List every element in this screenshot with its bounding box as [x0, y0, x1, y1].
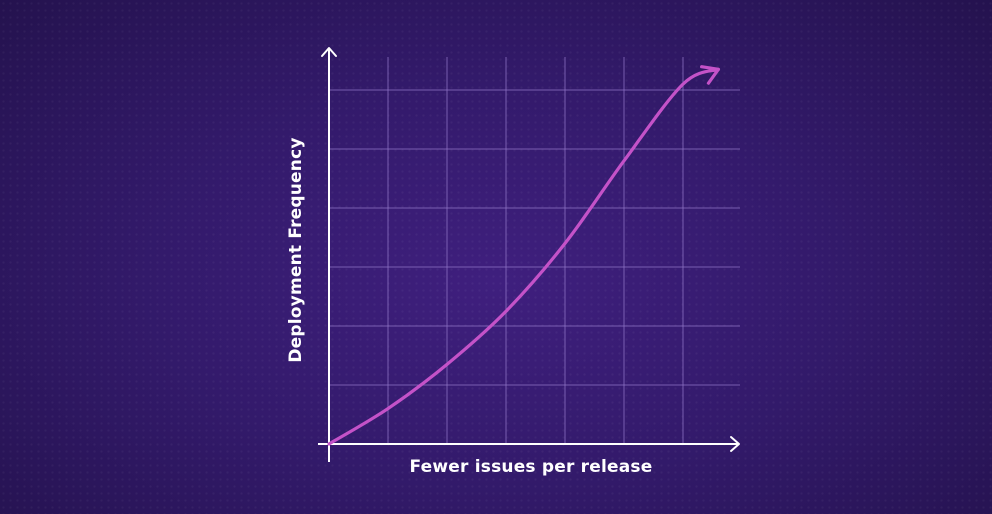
- y-axis-label: Deployment Frequency: [286, 137, 306, 363]
- x-axis-label: Fewer issues per release: [409, 457, 653, 477]
- chart-series: [327, 65, 721, 446]
- chart-axes: [318, 47, 740, 462]
- y-axis-arrowhead: [321, 47, 337, 57]
- chart-grid: [329, 57, 740, 444]
- curve-arrowhead: [700, 65, 721, 85]
- x-axis-arrowhead: [730, 436, 740, 452]
- series-curve: [327, 67, 720, 446]
